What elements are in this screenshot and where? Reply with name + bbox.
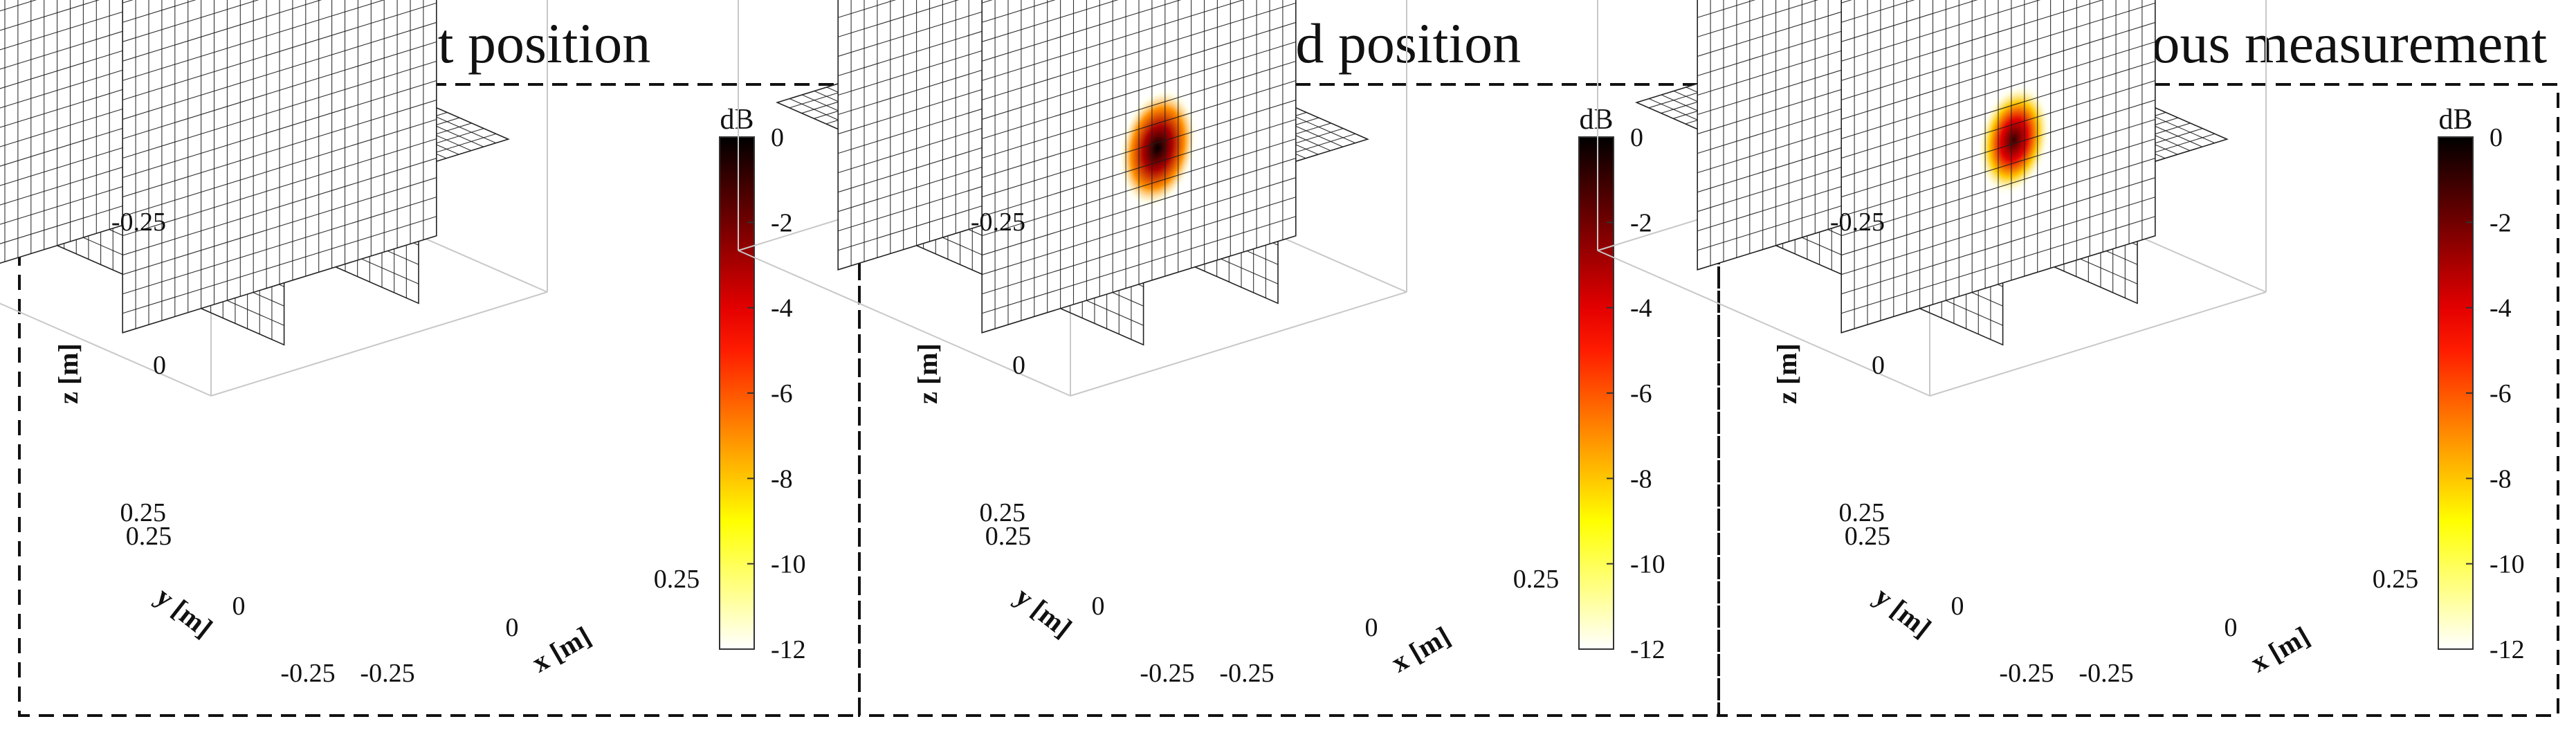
colorbar-label: dB (720, 104, 753, 136)
y-tick-label: 0.25 (985, 522, 1032, 551)
y-axis-label: y [m] (150, 581, 219, 644)
colorbar-tick-label: 0 (2490, 123, 2503, 152)
colorbar: 0 -2 -4 -6 -8 -10 -12 dB (2438, 104, 2525, 664)
y-tick-label: 0 (1092, 592, 1105, 621)
x-axis-label: x [m] (1386, 620, 1455, 678)
slice-y-5 (1840, 0, 2156, 334)
panel-c: (c) Non-synchronous measurement0.250-0.2… (1597, 0, 2559, 717)
colorbar-tick-label: -6 (1630, 379, 1652, 408)
y-tick-label: 0.25 (1845, 522, 1891, 551)
colorbar-tick-label: -10 (2490, 550, 2525, 579)
colorbar-tick-label: -10 (771, 550, 806, 579)
colorbar-tick-label: -10 (1630, 550, 1665, 579)
colorbar-tick-label: -6 (771, 379, 793, 408)
colorbar: 0 -2 -4 -6 -8 -10 -12 dB (719, 104, 806, 664)
colorbar-label: dB (2438, 104, 2472, 136)
colorbar-tick-label: 0 (1630, 123, 1643, 152)
slice-y-5 (122, 0, 437, 334)
slice-y-5 (981, 0, 1297, 334)
z-tick-label: 0 (1012, 351, 1025, 380)
colorbar-tick-label: -2 (771, 208, 793, 237)
colorbar-label: dB (1579, 104, 1613, 136)
x-tick-label: -0.25 (1219, 659, 1274, 688)
y-axis-label: y [m] (1869, 581, 1937, 644)
z-tick-label: -0.25 (971, 208, 1025, 237)
z-axis-label: z [m] (912, 343, 943, 404)
x-tick-label: 0.25 (654, 565, 700, 594)
colorbar-tick-label: -2 (1630, 208, 1652, 237)
x-tick-label: 0.25 (2373, 565, 2419, 594)
y-tick-label: 0.25 (126, 522, 172, 551)
z-tick-label: -0.25 (1830, 208, 1885, 237)
colorbar-tick-label: -8 (1630, 464, 1652, 493)
z-tick-label: -0.25 (111, 208, 166, 237)
colorbar-tick-label: -12 (1630, 635, 1665, 664)
z-tick-label: 0 (153, 351, 166, 380)
slice-mesh (122, 0, 437, 329)
colorbar-tick-label: -2 (2490, 208, 2512, 237)
y-tick-label: -0.25 (1999, 659, 2054, 688)
x-tick-label: -0.25 (360, 659, 414, 688)
x-tick-label: 0.25 (1513, 565, 1560, 594)
y-tick-label: -0.25 (280, 659, 335, 688)
y-tick-label: -0.25 (1140, 659, 1194, 688)
slice-mesh (982, 0, 1296, 329)
y-axis-label: y [m] (1010, 581, 1078, 644)
z-tick-label: 0.25 (120, 498, 167, 527)
x-axis-label: x [m] (2245, 620, 2314, 678)
z-tick-label: 0 (1872, 351, 1885, 380)
colorbar-tick-label: -4 (1630, 294, 1652, 323)
hot-spot (1976, 82, 2052, 197)
y-tick-label: 0 (232, 592, 246, 621)
colorbar-tick-label: -8 (771, 464, 793, 493)
y-tick-label: 0 (1951, 592, 1964, 621)
z-axis-label: z [m] (1771, 343, 1802, 404)
x-tick-label: 0 (1365, 613, 1378, 642)
colorbar-tick-label: -12 (771, 635, 806, 664)
x-tick-label: 0 (2225, 613, 2238, 642)
colorbar-tick-label: 0 (771, 123, 784, 152)
z-axis-label: z [m] (53, 343, 84, 404)
z-tick-label: 0.25 (1839, 498, 1885, 527)
panel-frame (18, 83, 861, 717)
colorbar-tick-label: -4 (771, 294, 793, 323)
x-tick-label: 0 (506, 613, 519, 642)
colorbar-tick-label: -6 (2490, 379, 2512, 408)
slice-mesh (1841, 0, 2155, 329)
z-tick-label: 0.25 (980, 498, 1026, 527)
colorbar-tick-label: -12 (2490, 635, 2525, 664)
colorbar-tick-label: -4 (2490, 294, 2512, 323)
colorbar: 0 -2 -4 -6 -8 -10 -12 dB (1578, 104, 1665, 664)
colorbar-tick-label: -8 (2490, 464, 2512, 493)
x-tick-label: -0.25 (2079, 659, 2133, 688)
x-axis-label: x [m] (527, 620, 596, 678)
